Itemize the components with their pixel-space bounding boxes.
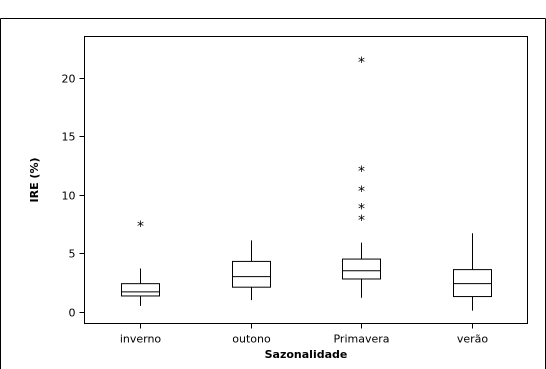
y-tick-label: 5 — [69, 248, 76, 261]
y-tick-label: 0 — [69, 307, 76, 320]
y-tick-label: 10 — [62, 190, 76, 203]
outlier-point: * — [358, 201, 365, 217]
box-group: ***** — [342, 55, 381, 298]
outlier-point: * — [358, 184, 365, 200]
y-tick-label: 15 — [62, 131, 76, 144]
box-group: * — [121, 219, 160, 306]
box-iqr — [232, 260, 271, 288]
outlier-point: * — [358, 164, 365, 180]
y-axis-label: IRE (%) — [28, 158, 41, 203]
outlier-point: * — [358, 213, 365, 229]
box-group — [453, 233, 492, 311]
box-iqr — [453, 269, 492, 298]
y-tick-label: 20 — [62, 73, 76, 86]
x-tick-label: verão — [457, 333, 489, 346]
outlier-point: * — [358, 55, 365, 71]
box-iqr — [121, 283, 160, 297]
box-iqr — [342, 258, 381, 280]
outlier-point: * — [137, 219, 144, 235]
box-group — [232, 240, 271, 301]
x-tick-label: inverno — [120, 333, 162, 346]
x-tick-label: Primavera — [333, 333, 389, 346]
y-axis-ticks: 0 5 10 15 20 — [62, 73, 85, 320]
x-tick-label: outono — [232, 333, 271, 346]
x-axis-label: Sazonalidade — [265, 348, 348, 361]
x-axis-ticks: inverno outono Primavera verão — [120, 323, 489, 346]
boxes: * ***** — [121, 55, 492, 311]
